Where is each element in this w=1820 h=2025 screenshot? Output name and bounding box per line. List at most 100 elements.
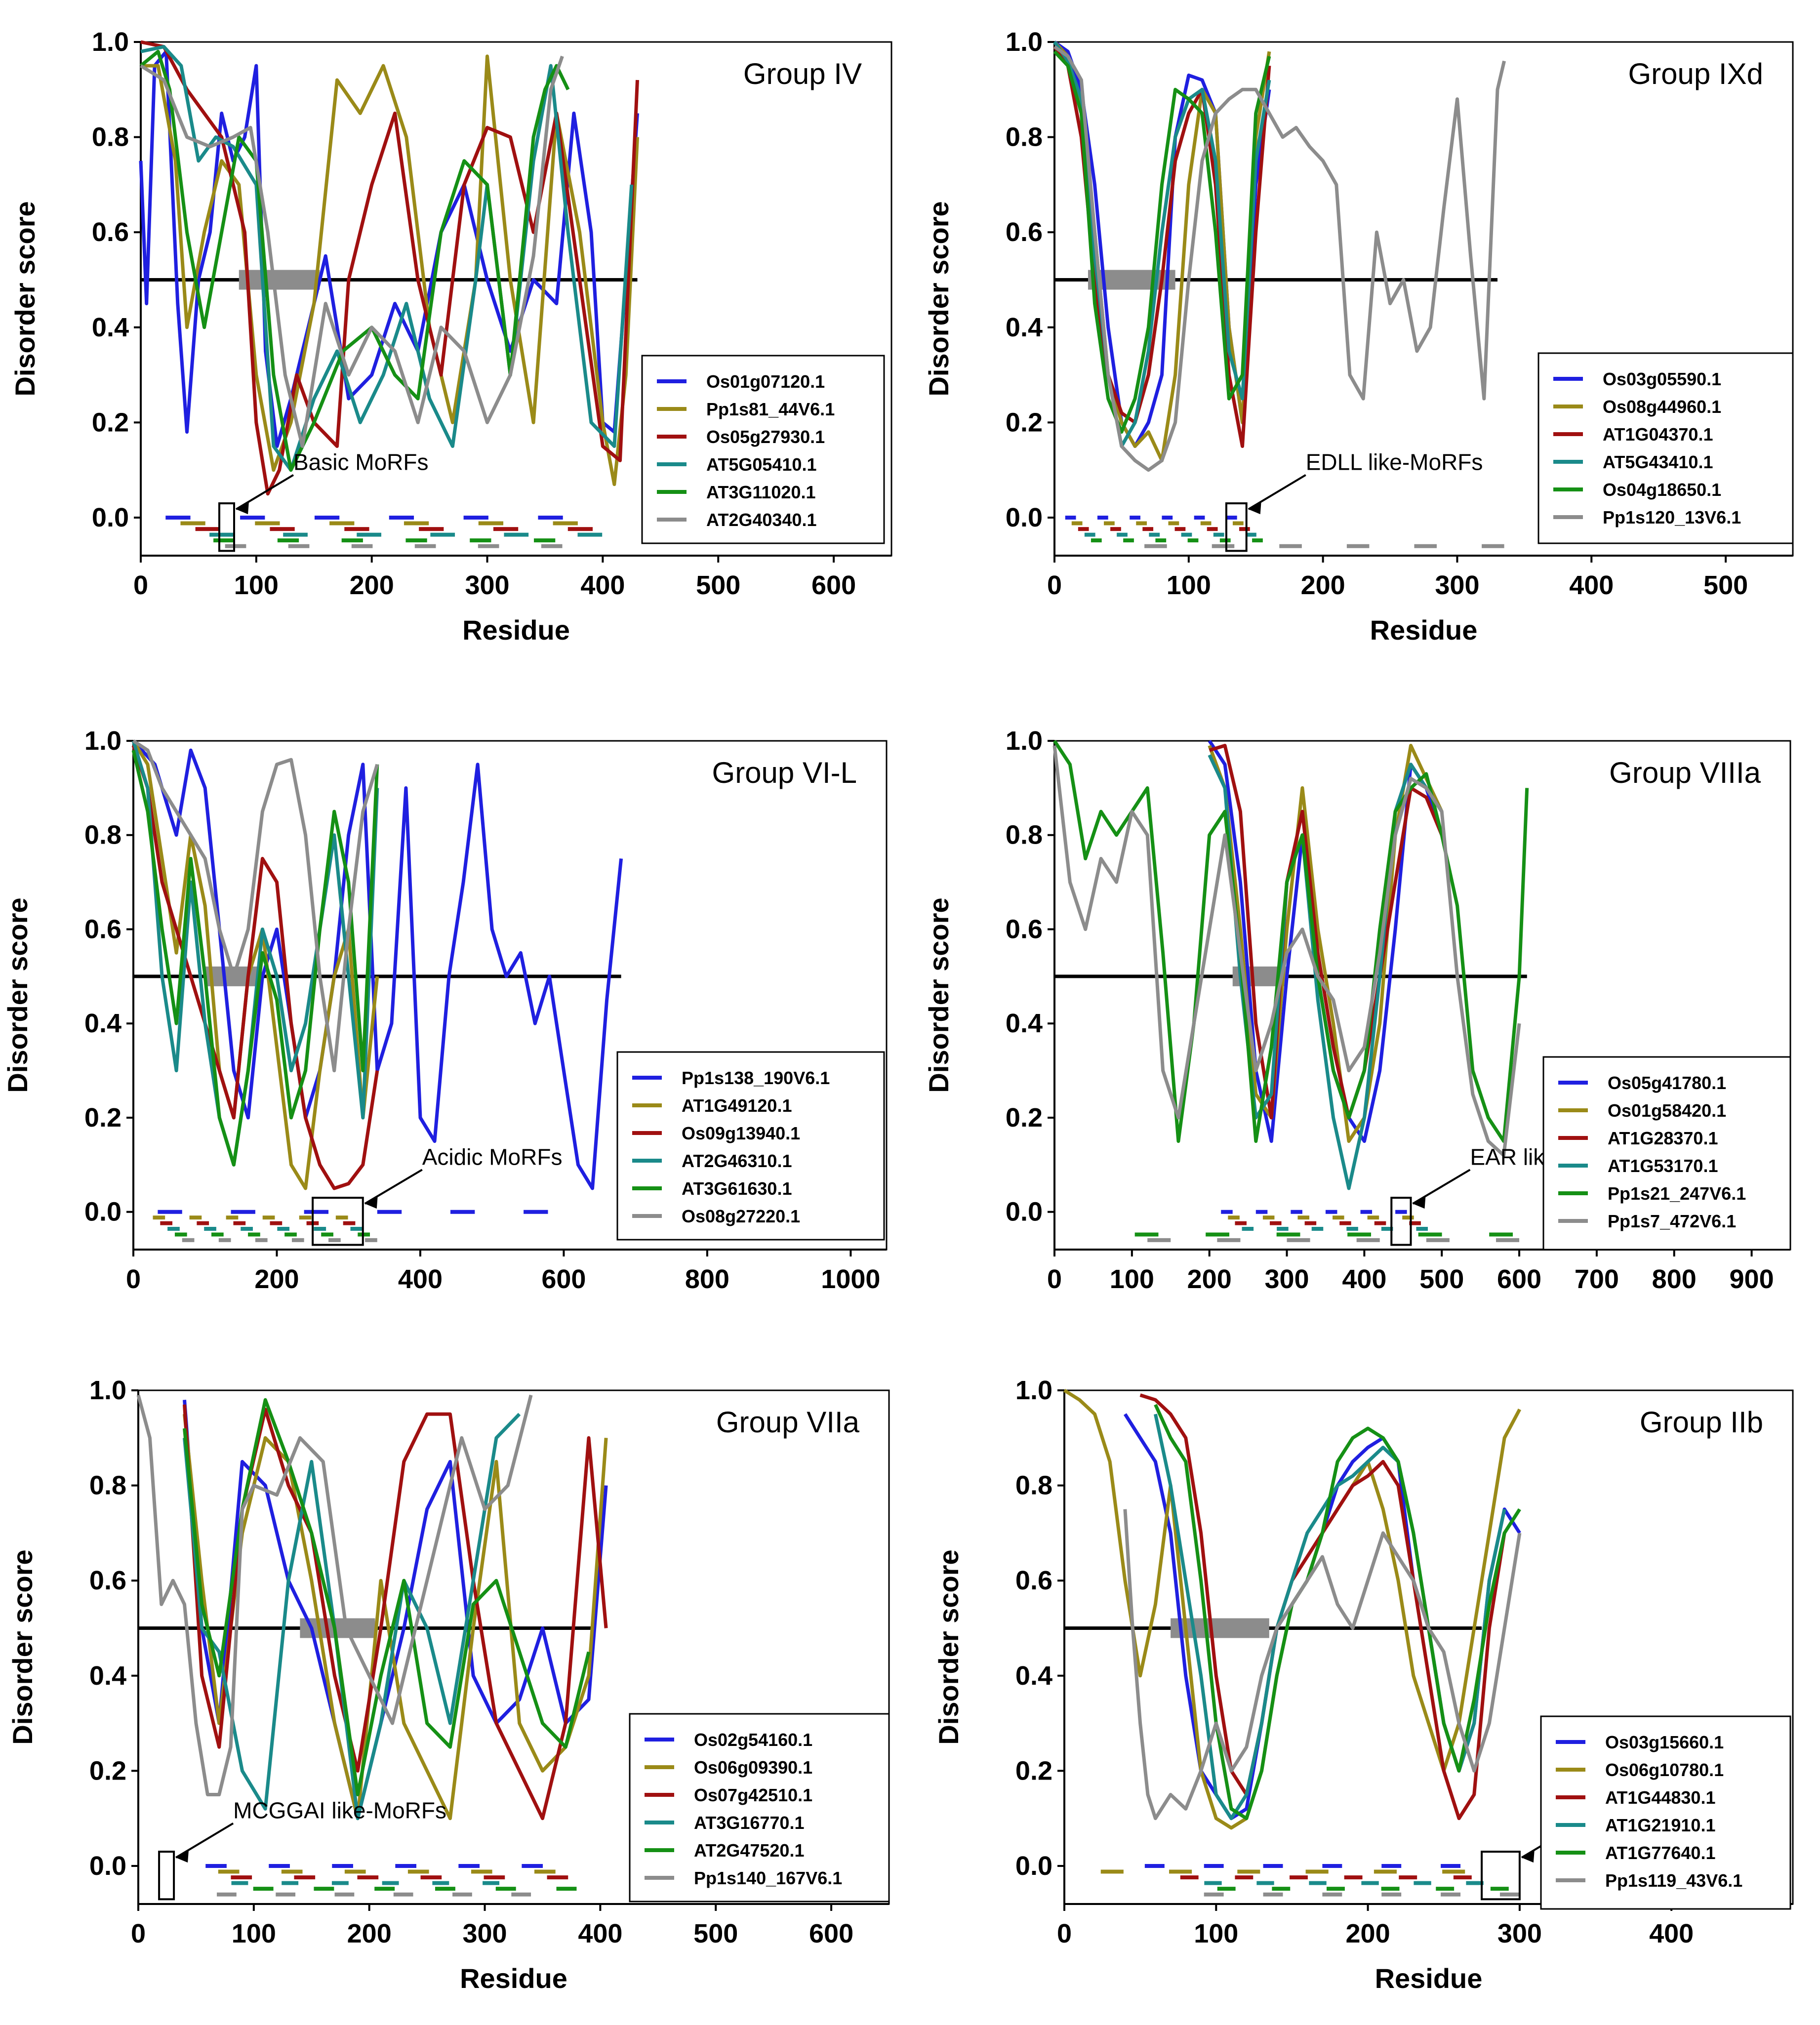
panel-title: Group IV bbox=[743, 57, 862, 90]
y-tick-label: 0.8 bbox=[1006, 122, 1043, 152]
legend-box bbox=[641, 355, 885, 544]
series-line-6 bbox=[1123, 1509, 1522, 1821]
y-tick-label: 0.2 bbox=[1015, 1756, 1052, 1785]
legend-label: AT3G11020.1 bbox=[706, 482, 815, 502]
legend-label: Os03g05590.1 bbox=[1603, 369, 1721, 389]
x-tick-label: 300 bbox=[462, 1919, 507, 1948]
morf-annotation: Acidic MoRFs bbox=[422, 1144, 563, 1170]
legend-label: AT1G44830.1 bbox=[1605, 1787, 1715, 1808]
chart-panel-5: 0.0 0.2 0.4 0.6 0.8 1.0 0 100 200 300 400 500 600 Dis… bbox=[7, 1376, 890, 1994]
y-tick-label: 0.0 bbox=[1015, 1851, 1052, 1881]
x-tick-label: 400 bbox=[580, 570, 625, 600]
legend: Os03g05590.1 Os08g44960.1 AT1G04370.1 AT5G4… bbox=[1537, 352, 1794, 544]
panel-title: Group VIIIa bbox=[1609, 756, 1761, 789]
legend-label: AT5G43410.1 bbox=[1603, 452, 1713, 472]
y-tick-label: 1.0 bbox=[92, 27, 129, 57]
legend-label: Pp1s120_13V6.1 bbox=[1603, 507, 1741, 527]
x-tick-label: 200 bbox=[1346, 1919, 1390, 1948]
panel-title: Group IIb bbox=[1640, 1406, 1763, 1439]
legend: Os01g07120.1 Pp1s81_44V6.1 Os05g27930.1 AT5… bbox=[641, 355, 885, 544]
y-tick-label: 0.2 bbox=[1006, 407, 1043, 437]
legend-label: Os01g58420.1 bbox=[1608, 1100, 1726, 1121]
chart-panel-2: 0.0 0.2 0.4 0.6 0.8 1.0 0 100 200 300 400 500 Disord… bbox=[923, 27, 1794, 646]
morf-box bbox=[218, 502, 236, 552]
x-tick-label: 200 bbox=[254, 1264, 299, 1294]
y-tick-label: 0.6 bbox=[84, 914, 121, 944]
arrow-head-icon bbox=[1413, 1196, 1426, 1209]
y-tick-label: 0.0 bbox=[92, 503, 129, 532]
y-tick-label: 0.2 bbox=[84, 1103, 121, 1133]
y-tick-label: 0.2 bbox=[92, 407, 129, 437]
x-tick-label: 100 bbox=[1167, 570, 1211, 600]
legend-label: Pp1s21_247V6.1 bbox=[1608, 1183, 1746, 1204]
series-line-3 bbox=[1209, 744, 1444, 1120]
y-tick-label: 0.8 bbox=[89, 1471, 126, 1500]
x-tick-label: 400 bbox=[398, 1264, 443, 1294]
legend: Os03g15660.1 Os06g10780.1 AT1G44830.1 AT1G2… bbox=[1540, 1715, 1791, 1910]
series-line-3 bbox=[131, 745, 379, 1190]
legend: Os02g54160.1 Os06g09390.1 Os07g42510.1 AT3G… bbox=[629, 1713, 890, 1903]
legend-label: AT3G61630.1 bbox=[682, 1178, 792, 1199]
legend-box bbox=[616, 1051, 885, 1241]
x-tick-label: 500 bbox=[1703, 570, 1748, 600]
legend-label: AT3G16770.1 bbox=[694, 1813, 804, 1833]
series-line-6 bbox=[140, 55, 564, 448]
x-axis-title: Residue bbox=[1370, 614, 1478, 646]
legend-label: AT1G49120.1 bbox=[682, 1095, 792, 1116]
morf-box bbox=[1481, 1851, 1521, 1901]
morf-box bbox=[1390, 1197, 1412, 1246]
x-tick-label: 300 bbox=[1497, 1919, 1542, 1948]
legend-box bbox=[629, 1713, 890, 1903]
x-tick-label: 200 bbox=[1187, 1264, 1232, 1294]
x-tick-label: 100 bbox=[1110, 1264, 1154, 1294]
x-tick-label: 300 bbox=[465, 570, 509, 600]
legend-label: Os07g42510.1 bbox=[694, 1785, 812, 1805]
y-axis-title: Disorder score bbox=[2, 897, 33, 1093]
x-tick-label: 400 bbox=[578, 1919, 622, 1948]
y-tick-label: 0.0 bbox=[1006, 503, 1043, 532]
morf-box bbox=[158, 1851, 175, 1901]
x-tick-label: 1000 bbox=[821, 1264, 880, 1294]
y-tick-label: 0.0 bbox=[89, 1851, 126, 1881]
series-line-3 bbox=[140, 40, 639, 496]
y-tick-label: 0.6 bbox=[1006, 217, 1043, 247]
legend-label: AT1G04370.1 bbox=[1603, 424, 1713, 445]
y-tick-label: 0.2 bbox=[1006, 1103, 1043, 1133]
legend-label: AT1G53170.1 bbox=[1608, 1156, 1718, 1176]
legend-label: AT2G46310.1 bbox=[682, 1151, 792, 1171]
legend-label: Pp1s140_167V6.1 bbox=[694, 1868, 842, 1888]
x-tick-label: 600 bbox=[1497, 1264, 1541, 1294]
x-tick-label: 600 bbox=[809, 1919, 853, 1948]
x-tick-label: 0 bbox=[1047, 570, 1062, 600]
panel-title: Group VI-L bbox=[712, 756, 857, 789]
series-line-6 bbox=[136, 1394, 533, 1796]
y-tick-label: 0.6 bbox=[1006, 914, 1043, 944]
x-tick-label: 0 bbox=[1047, 1264, 1062, 1294]
arrow-head-icon bbox=[364, 1196, 378, 1209]
x-tick-label: 500 bbox=[696, 570, 740, 600]
morf-annotation: EDLL like-MoRFs bbox=[1306, 449, 1483, 475]
y-tick-label: 0.4 bbox=[84, 1009, 121, 1038]
chart-panel-6: 0.0 0.2 0.4 0.6 0.8 1.0 0 100 200 300 400 Disorder … bbox=[933, 1376, 1794, 1994]
x-tick-label: 200 bbox=[1301, 570, 1345, 600]
x-tick-label: 500 bbox=[1419, 1264, 1464, 1294]
y-tick-label: 0.0 bbox=[84, 1197, 121, 1227]
series-line-1 bbox=[183, 1400, 608, 1821]
y-tick-label: 1.0 bbox=[84, 726, 121, 756]
series-line-1 bbox=[132, 739, 623, 1190]
arrow-head-icon bbox=[176, 1850, 189, 1863]
x-tick-label: 100 bbox=[232, 1919, 276, 1948]
series-line-6 bbox=[1053, 45, 1506, 472]
legend-box bbox=[1537, 352, 1794, 544]
legend-label: AT2G40340.1 bbox=[706, 510, 816, 530]
legend-label: Os08g27220.1 bbox=[682, 1206, 800, 1226]
morf-box bbox=[1225, 502, 1248, 552]
y-axis-title: Disorder score bbox=[7, 1549, 38, 1744]
y-tick-label: 0.2 bbox=[89, 1756, 126, 1785]
morf-box bbox=[312, 1197, 364, 1246]
legend: Os05g41780.1 Os01g58420.1 AT1G28370.1 AT1G5… bbox=[1542, 1056, 1791, 1251]
arrow-head-icon bbox=[236, 501, 249, 515]
x-tick-label: 0 bbox=[126, 1264, 141, 1294]
legend-label: Os04g18650.1 bbox=[1603, 480, 1721, 500]
x-tick-label: 800 bbox=[685, 1264, 729, 1294]
